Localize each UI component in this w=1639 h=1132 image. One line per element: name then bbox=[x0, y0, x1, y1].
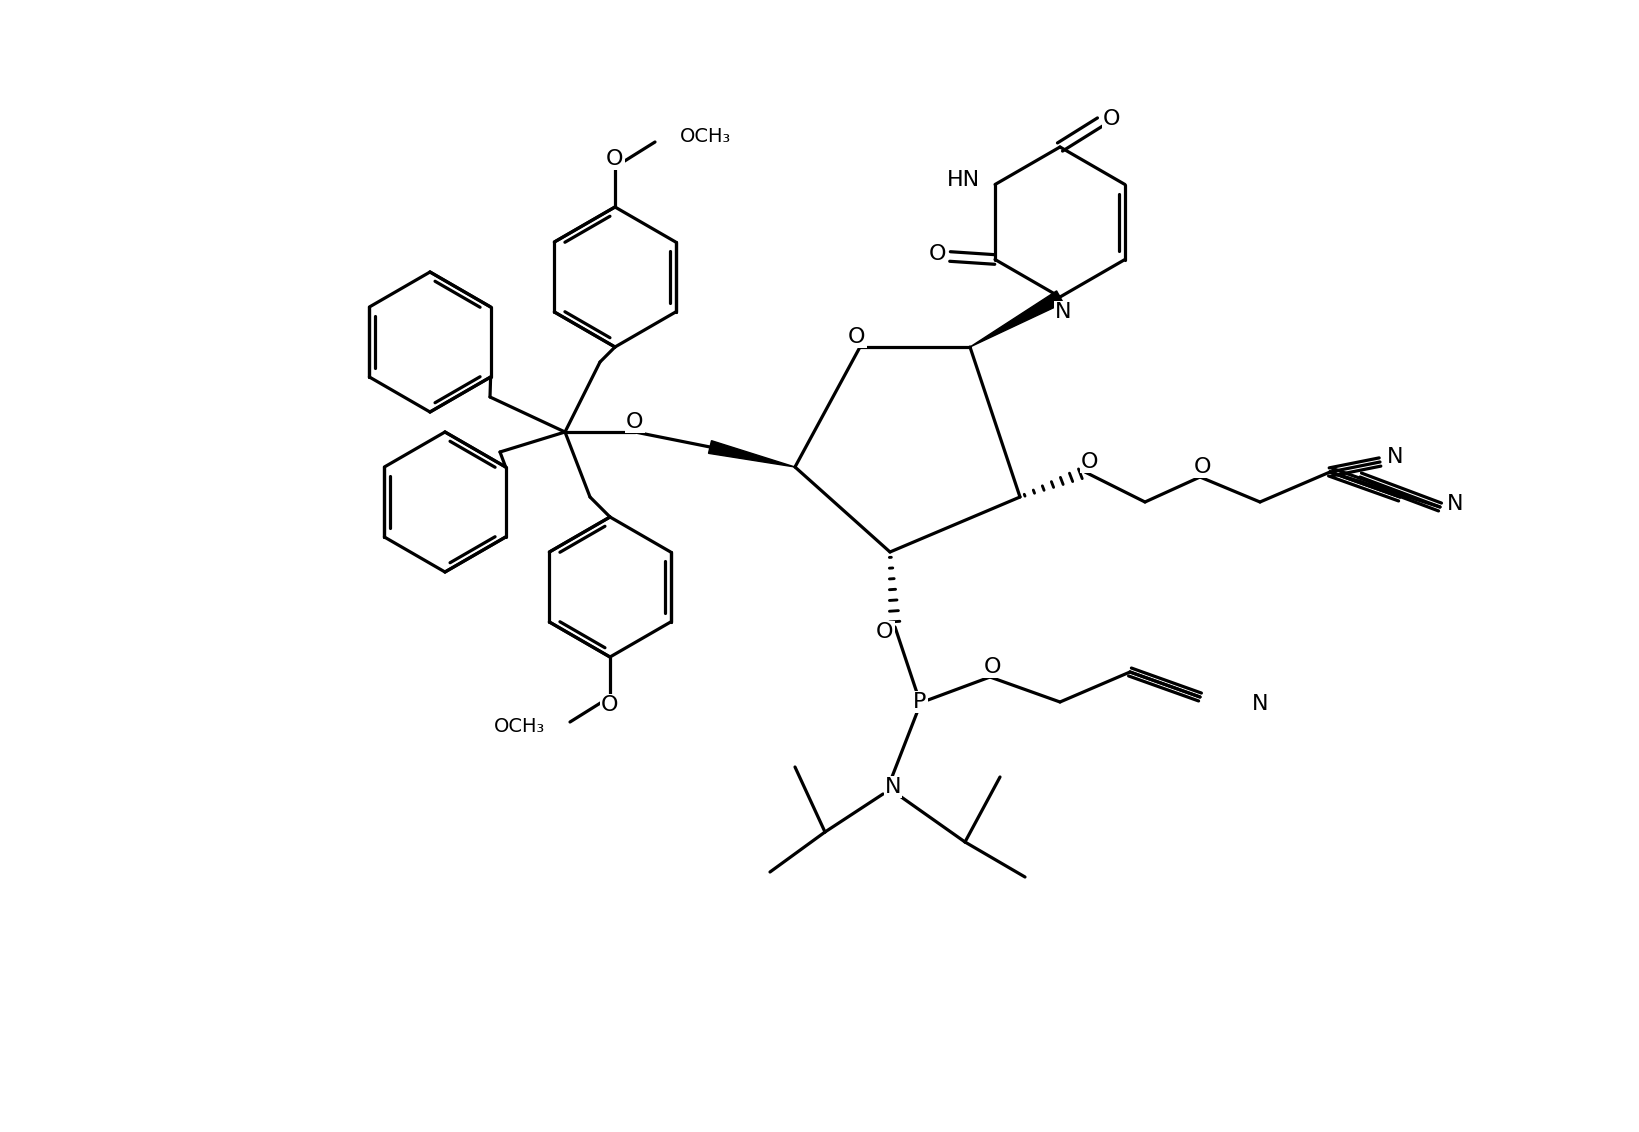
Text: O: O bbox=[983, 657, 1001, 677]
Text: N: N bbox=[1387, 447, 1403, 468]
Text: HN: HN bbox=[946, 170, 980, 189]
Text: N: N bbox=[1251, 694, 1267, 714]
Text: O: O bbox=[602, 695, 618, 715]
Text: O: O bbox=[626, 412, 644, 432]
Text: O: O bbox=[875, 621, 893, 642]
Polygon shape bbox=[708, 440, 795, 468]
Text: OCH₃: OCH₃ bbox=[680, 128, 731, 146]
Text: O: O bbox=[1103, 109, 1119, 129]
Polygon shape bbox=[969, 291, 1062, 348]
Text: P: P bbox=[913, 692, 926, 712]
Text: O: O bbox=[847, 327, 865, 348]
Text: O: O bbox=[1193, 457, 1211, 477]
Text: OCH₃: OCH₃ bbox=[493, 718, 544, 737]
Text: N: N bbox=[883, 777, 901, 797]
Text: O: O bbox=[1080, 452, 1098, 472]
Text: O: O bbox=[606, 149, 623, 169]
Text: O: O bbox=[928, 245, 946, 265]
Text: N: N bbox=[1054, 302, 1070, 321]
Text: N: N bbox=[1446, 494, 1462, 514]
